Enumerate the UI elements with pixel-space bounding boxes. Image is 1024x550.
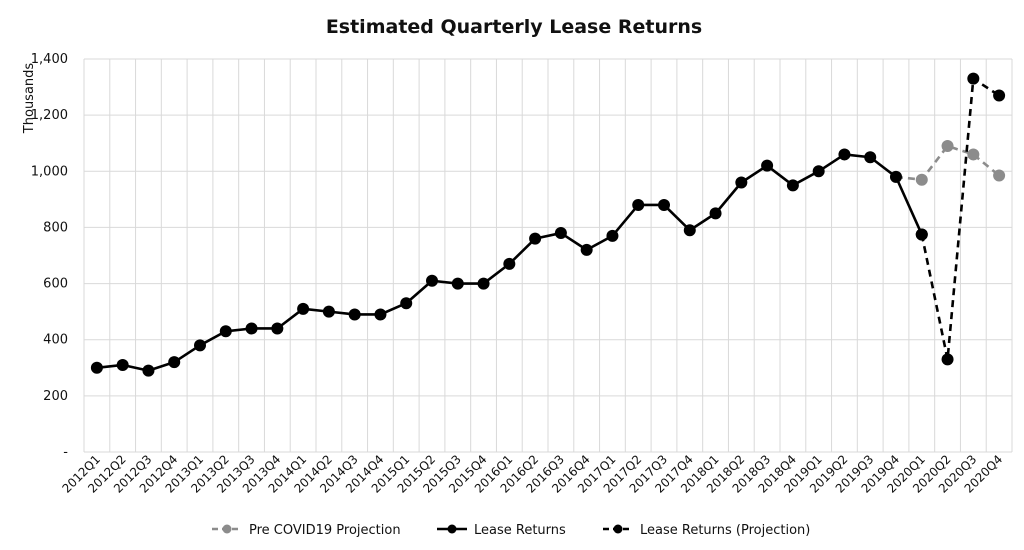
legend-item-pre-covid19-projection: Pre COVID19 Projection [212, 523, 401, 538]
series-lease-returns [90, 148, 928, 377]
data-point [915, 173, 928, 186]
data-point [864, 151, 877, 164]
data-point [426, 274, 438, 287]
data-point [967, 72, 980, 85]
data-point [709, 207, 722, 220]
legend-label: Pre COVID19 Projection [249, 523, 401, 538]
y-tick-label: 600 [43, 277, 68, 292]
data-point [142, 364, 155, 377]
data-point [503, 257, 516, 270]
data-point [890, 170, 902, 183]
data-point [735, 176, 748, 189]
data-point [90, 361, 103, 374]
data-point [941, 353, 954, 366]
data-point [168, 356, 181, 369]
y-tick-label: 1,200 [31, 108, 68, 123]
data-point [786, 179, 799, 192]
data-point [451, 277, 464, 290]
data-point [915, 228, 928, 241]
y-tick-label: 200 [43, 389, 68, 404]
legend: Pre COVID19 Projection Lease Returns Lease… [212, 523, 810, 538]
series-line [895, 144, 1000, 182]
data-point [477, 277, 490, 290]
data-point [116, 358, 129, 371]
x-axis-ticks: 2012Q12012Q22012Q32012Q42013Q12013Q22013… [59, 452, 1005, 496]
data-point [245, 322, 258, 335]
chart-title: Estimated Quarterly Lease Returns [326, 16, 702, 38]
series-pre-covid19-projection [890, 140, 1006, 186]
data-point [993, 169, 1006, 182]
data-point [374, 308, 387, 321]
data-point [941, 140, 954, 153]
data-point [838, 148, 851, 161]
legend-label: Lease Returns (Projection) [640, 523, 810, 538]
legend-swatch-marker [222, 524, 232, 534]
y-axis-label: Thousands [22, 63, 37, 135]
data-point [554, 227, 567, 240]
data-point [683, 224, 696, 237]
data-point [271, 322, 284, 335]
data-point [967, 148, 980, 161]
data-point [219, 325, 232, 338]
y-tick-label: - [63, 445, 68, 460]
y-tick-label: 800 [43, 220, 68, 235]
series-lease-returns-projection [915, 72, 1006, 366]
series-line [920, 77, 1000, 361]
data-point [993, 89, 1006, 102]
data-point [580, 243, 593, 256]
data-point [812, 165, 825, 178]
legend-label: Lease Returns [474, 523, 566, 538]
data-point [322, 305, 335, 318]
legend-swatch-marker [613, 524, 623, 534]
data-point [297, 302, 310, 315]
data-point [400, 297, 413, 310]
legend-item-lease-returns: Lease Returns [437, 523, 566, 538]
y-tick-label: 1,400 [31, 52, 68, 67]
data-point [761, 159, 774, 172]
data-point [529, 232, 542, 245]
y-tick-label: 400 [43, 333, 68, 348]
legend-item-lease-returns-projection: Lease Returns (Projection) [603, 523, 810, 538]
data-point [348, 308, 361, 321]
legend-swatch-marker [447, 524, 457, 534]
series-lines [90, 72, 1006, 377]
data-point [194, 339, 206, 352]
gridlines [83, 58, 1013, 453]
data-point [658, 198, 670, 211]
data-point [632, 198, 645, 211]
data-point [606, 229, 619, 242]
y-axis-ticks: - 200 400 600 800 1,000 1,200 1,400 [31, 52, 69, 460]
y-tick-label: 1,000 [31, 164, 68, 179]
